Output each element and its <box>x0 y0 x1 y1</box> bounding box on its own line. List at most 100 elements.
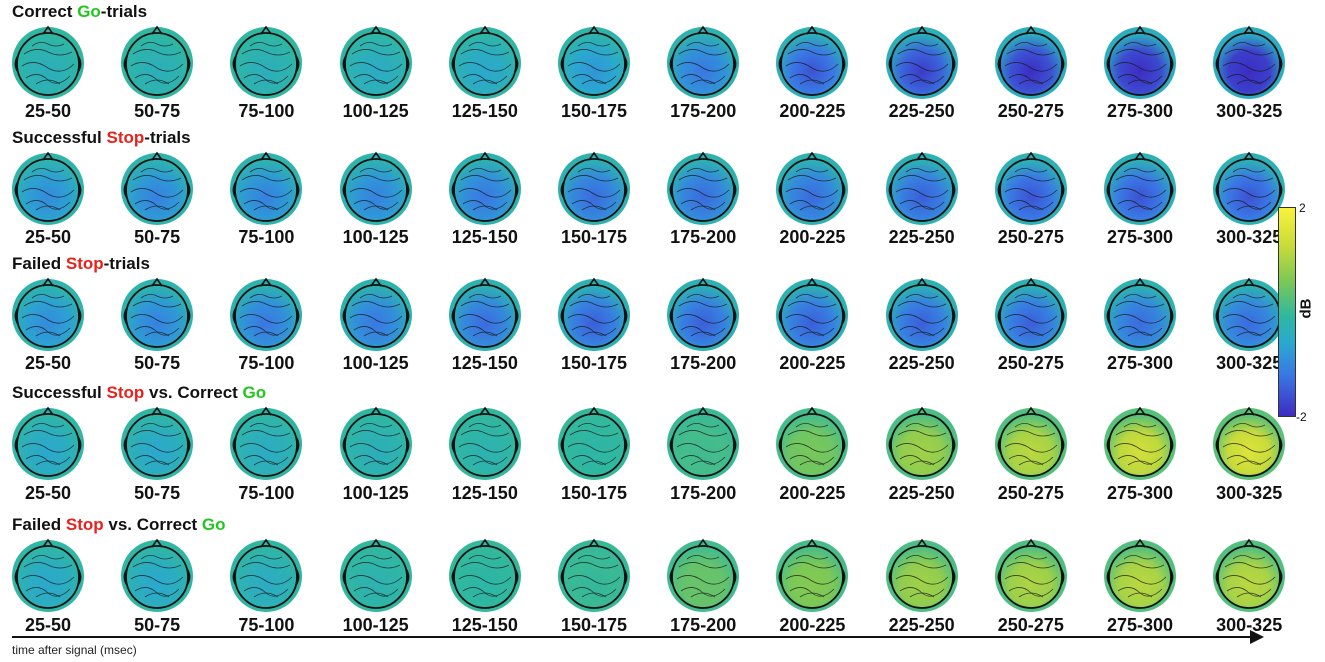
time-window-label: 125-150 <box>451 227 518 247</box>
row-title-prefix: Successful <box>12 383 107 402</box>
topomap-head <box>12 277 84 351</box>
topomap-head <box>339 25 412 99</box>
topomap-head <box>885 406 958 480</box>
topomap-head <box>121 25 194 99</box>
time-window-label: 250-275 <box>997 101 1064 121</box>
row-title-extra-highlight: Go <box>201 515 226 534</box>
topomap-head <box>776 277 849 351</box>
topomap-head <box>1213 406 1286 480</box>
time-window-label: 150-175 <box>560 353 628 373</box>
topomap-head <box>994 25 1067 99</box>
row-title-highlight: Go <box>77 2 101 21</box>
topomap-head <box>230 25 303 99</box>
time-window-label: 100-125 <box>342 353 409 373</box>
time-window-label: 75-100 <box>238 615 295 635</box>
topomap-head <box>558 277 630 351</box>
row-title-prefix: Failed <box>12 254 66 273</box>
time-window-label: 150-175 <box>560 615 628 635</box>
row-title: Failed Stop vs. Correct Go <box>12 515 226 535</box>
topomap-head <box>448 538 521 612</box>
time-window-label: 25-50 <box>24 615 72 635</box>
time-window-label: 25-50 <box>24 483 72 503</box>
colorbar-unit-label: dB <box>1297 298 1315 319</box>
row-title: Correct Go-trials <box>12 2 147 22</box>
topomap-head <box>994 151 1067 225</box>
time-window-label: 25-50 <box>24 227 72 247</box>
time-window-label: 50-75 <box>134 227 181 247</box>
topomap-head <box>121 538 194 612</box>
topomap-head <box>448 277 521 351</box>
time-window-label: 275-300 <box>1106 353 1174 373</box>
row-title-prefix: Correct <box>12 2 78 21</box>
time-window-label: 100-125 <box>342 483 409 503</box>
topomap-head <box>339 277 412 351</box>
topomap-head <box>994 538 1067 612</box>
time-window-label: 150-175 <box>560 483 628 503</box>
topomap-head <box>1104 406 1176 480</box>
topomap-head <box>12 151 84 225</box>
topomap-head <box>339 151 412 225</box>
topomap-head <box>994 277 1067 351</box>
topomap-head <box>1104 538 1176 612</box>
time-window-label: 200-225 <box>779 353 846 373</box>
time-window-label: 200-225 <box>779 101 846 121</box>
topomap-head <box>230 538 303 612</box>
row-title-suffix: -trials <box>144 128 191 147</box>
row-title-highlight: Stop <box>65 254 104 273</box>
time-window-label: 50-75 <box>134 483 181 503</box>
topomap-head <box>230 406 303 480</box>
topomap-head <box>12 25 84 99</box>
colorbar-max-label: 2 <box>1299 201 1306 215</box>
topomap-head <box>885 25 958 99</box>
topomap-head <box>558 151 630 225</box>
row-title-prefix: Successful <box>12 128 107 147</box>
topomap-head <box>885 151 958 225</box>
time-window-label: 75-100 <box>238 227 295 247</box>
row-title-prefix: Failed <box>12 515 66 534</box>
row-title-suffix: -trials <box>103 254 150 273</box>
time-window-label: 100-125 <box>342 227 409 247</box>
time-window-label: 275-300 <box>1106 101 1174 121</box>
topomap-head <box>121 151 194 225</box>
time-window-label: 175-200 <box>670 353 737 373</box>
time-axis-line <box>12 636 1252 638</box>
colorbar-min-label: -2 <box>1296 410 1307 424</box>
time-window-label: 225-250 <box>888 101 955 121</box>
time-window-label: 175-200 <box>670 227 737 247</box>
time-window-label: 100-125 <box>342 615 409 635</box>
time-window-label: 175-200 <box>670 483 737 503</box>
time-window-label: 225-250 <box>888 615 955 635</box>
time-window-label: 200-225 <box>779 615 846 635</box>
row-title-highlight: Stop <box>65 515 104 534</box>
time-axis-arrow-icon <box>1250 630 1264 644</box>
topomap-head <box>1104 25 1176 99</box>
row-title: Successful Stop-trials <box>12 128 191 148</box>
topomap-head <box>121 406 194 480</box>
topomap-head <box>448 25 521 99</box>
time-window-label: 150-175 <box>560 227 628 247</box>
time-window-label: 125-150 <box>451 483 518 503</box>
topomap-head <box>121 277 194 351</box>
time-window-label: 50-75 <box>134 615 181 635</box>
topomap-head <box>776 151 849 225</box>
topomap-head <box>994 406 1067 480</box>
topomap-head <box>448 406 521 480</box>
time-window-label: 300-325 <box>1216 101 1283 121</box>
topomap-head <box>558 25 630 99</box>
time-window-label: 125-150 <box>451 101 518 121</box>
topomap-head <box>776 25 849 99</box>
time-window-label: 25-50 <box>24 353 72 373</box>
topomap-head <box>1104 151 1176 225</box>
time-window-label: 250-275 <box>997 615 1064 635</box>
time-window-label: 125-150 <box>451 353 518 373</box>
topomap-head <box>776 538 849 612</box>
time-window-label: 100-125 <box>342 101 409 121</box>
row-title-suffix: -trials <box>100 2 148 21</box>
topomap-head <box>885 538 958 612</box>
time-window-label: 150-175 <box>560 101 628 121</box>
topomap-head <box>1213 25 1286 99</box>
topomap-head <box>558 538 630 612</box>
time-window-label: 225-250 <box>888 483 955 503</box>
topomap-head <box>448 151 521 225</box>
time-window-label: 75-100 <box>238 101 295 121</box>
